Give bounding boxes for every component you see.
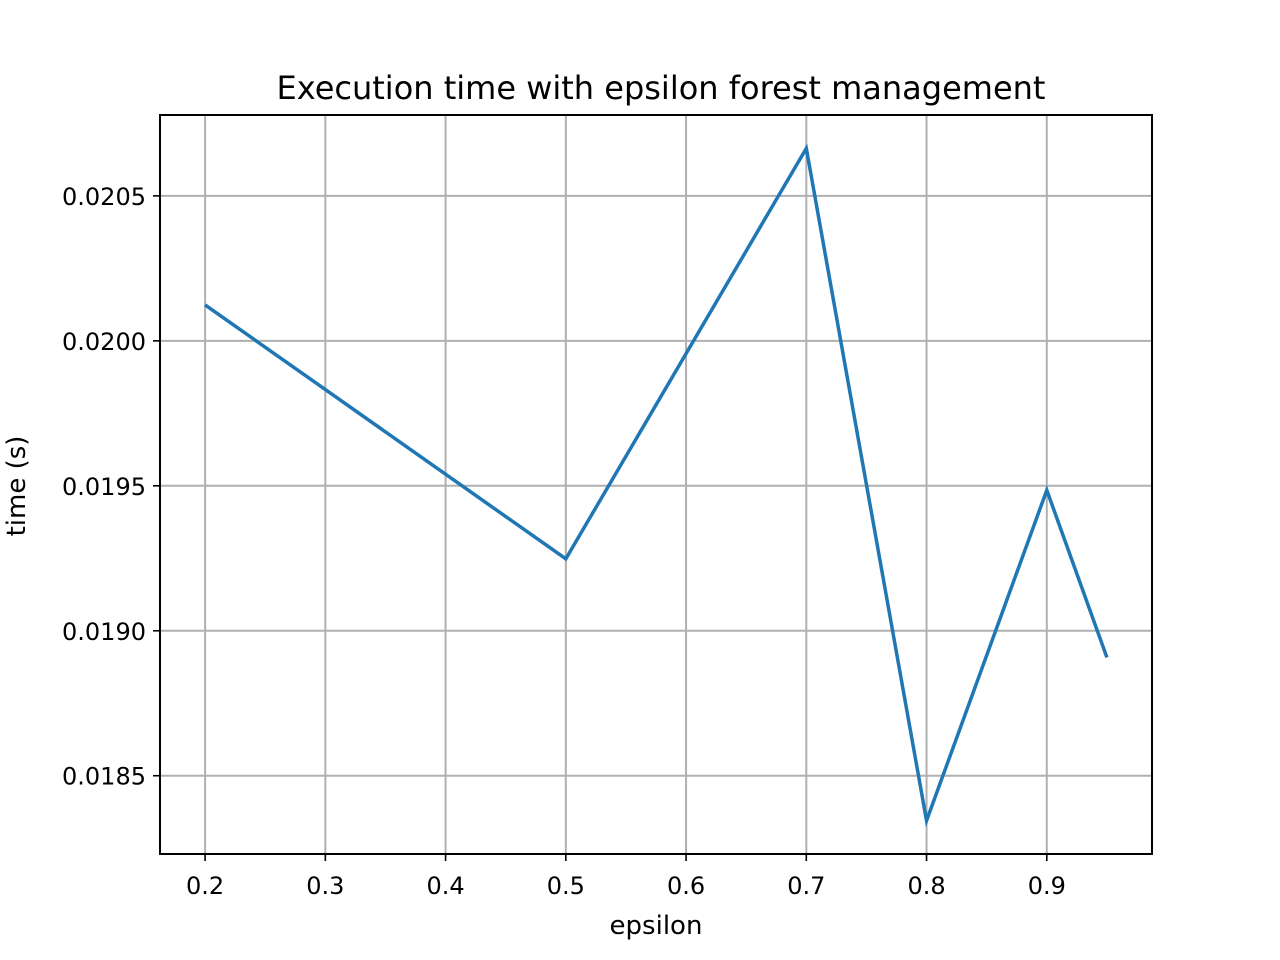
y-axis-label: time (s) [2,436,32,537]
y-tick-label: 0.0195 [62,473,146,501]
x-tick-label: 0.5 [547,872,585,900]
series-line [204,143,1109,828]
x-axis-ticks: 0.2 0.3 0.4 0.5 0.6 0.7 0.8 0.9 [186,854,1066,900]
y-tick-label: 0.0185 [62,763,146,791]
grid [160,115,1152,854]
x-tick-label: 0.4 [426,872,464,900]
x-tick-label: 0.6 [667,872,705,900]
x-tick-label: 0.3 [306,872,344,900]
chart-title: Execution time with epsilon forest manag… [277,69,1046,107]
x-tick-label: 0.7 [787,872,825,900]
y-tick-label: 0.0205 [62,183,146,211]
y-axis-ticks: 0.0185 0.0190 0.0195 0.0200 0.0205 [62,183,160,791]
series-group [204,143,1109,828]
y-tick-label: 0.0200 [62,328,146,356]
plot-frame [159,114,1153,855]
x-axis-label: epsilon [610,911,703,941]
x-tick-label: 0.9 [1028,872,1066,900]
x-tick-label: 0.8 [907,872,945,900]
y-tick-label: 0.0190 [62,618,146,646]
x-tick-label: 0.2 [186,872,224,900]
